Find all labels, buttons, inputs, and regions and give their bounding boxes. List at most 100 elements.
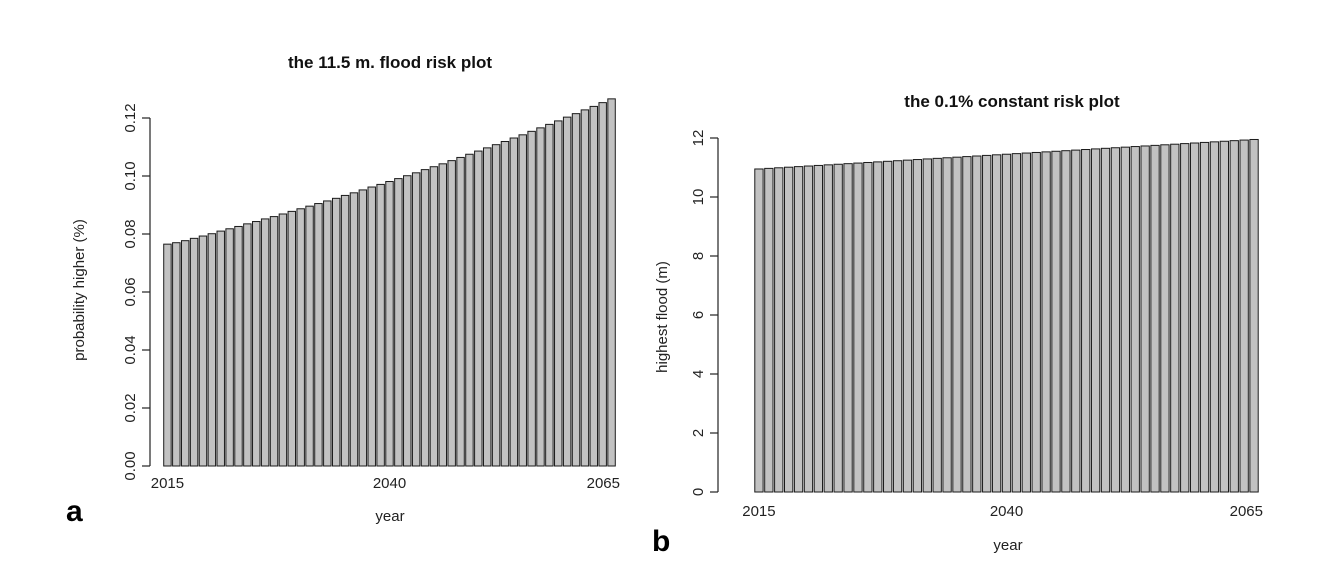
panel-b: the 0.1% constant risk plot 0 2 4 6 8 10 12 20… <box>652 92 1263 558</box>
panel-a-bar-2033 <box>323 200 332 467</box>
panel-b-bar-2037 <box>972 155 982 493</box>
panel-a-bar-2053 <box>500 140 510 467</box>
panel-a-bar-2061 <box>571 113 581 467</box>
panel-b-y-tick-label: 4 <box>690 370 707 378</box>
panel-a-y-tick-label: 0.00 <box>122 451 139 480</box>
panel-a-bar-2062 <box>580 109 590 467</box>
panel-a-bar-2048 <box>456 156 465 467</box>
panel-b-y-ticks: 0 2 4 6 8 10 12 <box>690 130 718 496</box>
panel-b-bar-2059 <box>1189 142 1200 493</box>
panel-b-bar-2033 <box>932 157 942 493</box>
panel-b-title: the 0.1% constant risk plot <box>904 92 1120 111</box>
panel-a-x-axis-label: year <box>375 508 404 525</box>
panel-b-bar-2029 <box>892 160 903 493</box>
panel-b-bar-2017 <box>774 167 784 493</box>
panel-b-bar-2058 <box>1180 143 1190 493</box>
panel-b-bar-2016 <box>764 167 774 493</box>
panel-a-bar-2027 <box>269 216 279 467</box>
panel-a-bar-2038 <box>367 186 376 467</box>
panel-b-bar-2061 <box>1209 141 1220 493</box>
panel-a-bar-2031 <box>305 205 314 467</box>
panel-a-bar-2049 <box>465 153 474 467</box>
panel-b-bar-2041 <box>1011 153 1022 493</box>
panel-a-bar-2035 <box>340 194 350 467</box>
panel-b-bar-2018 <box>784 166 794 493</box>
panel-a-bar-2042 <box>403 175 412 467</box>
panel-b-bar-2036 <box>962 156 972 493</box>
panel-a-bar-2026 <box>260 218 270 467</box>
panel-b-y-tick-label: 0 <box>690 488 707 496</box>
panel-a-bar-2058 <box>545 123 554 467</box>
panel-a-bar-2025 <box>252 221 261 467</box>
panel-b-bar-2062 <box>1219 140 1230 493</box>
panel-b-bar-2054 <box>1140 145 1150 493</box>
panel-a-bar-2020 <box>207 233 217 467</box>
panel-a-y-ticks: 0.00 0.02 0.04 0.06 0.08 0.10 0.12 <box>122 103 150 481</box>
panel-b-y-tick-label: 10 <box>690 189 707 206</box>
panel-b-bar-2031 <box>912 159 923 493</box>
panel-b-bar-2021 <box>813 164 824 493</box>
panel-a-bar-2023 <box>234 225 243 467</box>
panel-a-bar-2063 <box>589 105 599 467</box>
panel-b-bar-2046 <box>1061 150 1071 493</box>
panel-b-bar-2064 <box>1239 139 1249 493</box>
panel-b-y-axis-label: highest flood (m) <box>654 261 671 373</box>
panel-a-y-axis-label: probability higher (%) <box>71 219 88 361</box>
panel-b-bar-2039 <box>991 154 1002 493</box>
panel-a-bar-2041 <box>394 178 403 467</box>
panel-b-bar-2038 <box>982 154 992 493</box>
panel-a-bars <box>163 98 616 467</box>
panel-b-bar-2025 <box>853 162 863 493</box>
panel-b-x-tick-label: 2040 <box>990 503 1023 520</box>
panel-a-bar-2064 <box>598 102 607 467</box>
panel-a-bar-2030 <box>296 208 305 467</box>
panel-b-bar-2063 <box>1229 140 1239 493</box>
panel-b-x-tick-label: 2065 <box>1230 503 1263 520</box>
panel-b-bar-2030 <box>902 159 913 493</box>
panel-b-bar-2045 <box>1051 150 1061 493</box>
panel-a-bar-2037 <box>358 189 368 467</box>
panel-b-bar-2027 <box>873 161 883 493</box>
panel-a-y-tick-label: 0.02 <box>122 393 139 422</box>
panel-b-bar-2023 <box>833 163 843 493</box>
panel-a-y-tick-label: 0.10 <box>122 161 139 190</box>
panel-b-bar-2026 <box>863 161 873 493</box>
panel-b-y-tick-label: 2 <box>690 429 707 437</box>
panel-b-bar-2040 <box>1001 153 1012 493</box>
panel-a-bar-2055 <box>518 134 527 467</box>
panel-b-letter: b <box>652 525 670 558</box>
panel-a-bar-2028 <box>278 213 288 467</box>
panel-b-bar-2019 <box>793 166 804 493</box>
panel-a-x-ticks: 2015 2040 2065 <box>151 475 620 492</box>
panel-b-bar-2048 <box>1081 149 1091 493</box>
panel-a-title: the 11.5 m. flood risk plot <box>288 53 492 72</box>
panel-a-bar-2032 <box>314 203 323 467</box>
panel-a-bar-2015 <box>163 243 172 467</box>
panel-b-x-ticks: 2015 2040 2065 <box>742 503 1263 520</box>
panel-a-bar-2021 <box>216 230 225 467</box>
panel-b-x-tick-label: 2015 <box>742 503 775 520</box>
panel-b-bar-2049 <box>1090 148 1101 493</box>
panel-a-x-tick-label: 2065 <box>587 475 620 492</box>
panel-a-bar-2060 <box>562 116 572 467</box>
panel-b-bar-2051 <box>1110 147 1121 493</box>
panel-a-letter: a <box>66 495 83 528</box>
panel-b-bar-2035 <box>952 156 962 493</box>
panel-a-bar-2040 <box>385 181 394 467</box>
panel-b-bar-2065 <box>1249 138 1259 493</box>
panel-b-bar-2043 <box>1031 151 1041 493</box>
panel-a-bar-2052 <box>491 144 501 467</box>
panel-a-bar-2039 <box>376 183 385 467</box>
panel-b-bar-2052 <box>1120 146 1130 493</box>
panel-b-bar-2056 <box>1160 144 1170 493</box>
panel-a-bar-2019 <box>198 235 208 467</box>
panel-a-bar-2046 <box>438 163 448 467</box>
panel-a-y-tick-label: 0.04 <box>122 335 139 364</box>
panel-a-bar-2029 <box>287 210 297 467</box>
panel-b-bars <box>754 138 1259 493</box>
panel-a-bar-2045 <box>429 166 439 467</box>
panel-a-bar-2057 <box>536 127 545 467</box>
panel-b-bar-2053 <box>1130 146 1140 493</box>
panel-b-bar-2032 <box>922 158 932 493</box>
